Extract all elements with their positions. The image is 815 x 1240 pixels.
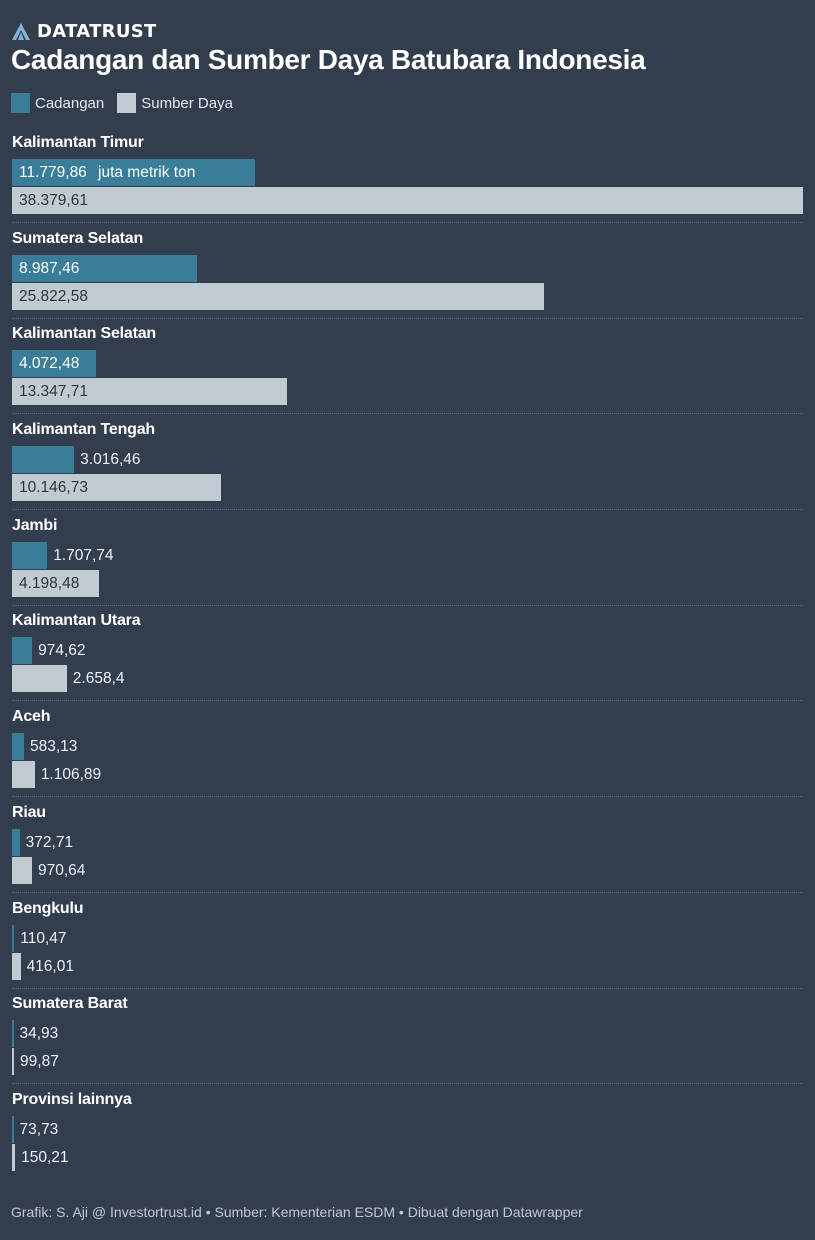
chart-row: Jambi 1.707,74 4.198,48 bbox=[12, 513, 803, 609]
sumber-daya-bar bbox=[12, 474, 222, 502]
cadangan-bar-value: 110,47 bbox=[20, 929, 67, 947]
unit-label: juta metrik ton bbox=[98, 164, 196, 181]
cadangan-bar-value: 3.016,46 bbox=[80, 451, 141, 469]
datatrust-logo-icon bbox=[12, 22, 30, 40]
brand: DATATRUST bbox=[12, 20, 157, 42]
sumber-daya-bar bbox=[12, 761, 35, 789]
sumber-daya-bar-value: 1.106,89 bbox=[40, 766, 102, 784]
sumber-daya-bar-value: 4.198,48 bbox=[19, 574, 80, 592]
cadangan-bar-value: 583,13 bbox=[30, 738, 78, 756]
cadangan-bar bbox=[12, 254, 198, 282]
row-label: Provinsi lainnya bbox=[12, 1090, 132, 1108]
row-divider bbox=[12, 700, 803, 702]
row-divider bbox=[12, 413, 803, 415]
row-label: Kalimantan Selatan bbox=[12, 325, 157, 343]
legend-item-sumber-daya: Sumber Daya bbox=[117, 93, 233, 113]
cadangan-bar-value: 34,93 bbox=[19, 1025, 59, 1043]
sumber-daya-bar-value: 25.822,58 bbox=[19, 287, 88, 305]
chart-row: Riau 372,71 970,64 bbox=[12, 800, 803, 896]
cadangan-bar bbox=[12, 541, 48, 569]
cadangan-bar bbox=[12, 637, 33, 665]
row-label: Kalimantan Tengah bbox=[12, 421, 155, 439]
row-divider bbox=[12, 1083, 803, 1085]
cadangan-bar bbox=[12, 828, 20, 856]
chart-row: Sumatera Barat 34,93 99,87 bbox=[12, 991, 803, 1087]
sumber-daya-bar bbox=[12, 952, 21, 980]
row-label: Sumatera Selatan bbox=[12, 229, 144, 247]
sumber-daya-bar-value: 970,64 bbox=[38, 861, 86, 879]
cadangan-bar bbox=[12, 733, 25, 761]
brand-name: DATATRUST bbox=[37, 20, 157, 42]
row-label: Bengkulu bbox=[12, 899, 84, 917]
row-divider bbox=[12, 222, 803, 223]
legend-swatch-sumber-daya bbox=[117, 93, 137, 113]
sumber-daya-bar bbox=[12, 856, 32, 884]
row-label: Kalimantan Utara bbox=[12, 612, 141, 630]
chart-row: Provinsi lainnya 73,73 150,21 bbox=[12, 1087, 803, 1183]
chart-row: Sumatera Selatan 8.987,46 25.822,58 bbox=[12, 226, 803, 322]
cadangan-bar bbox=[12, 924, 15, 952]
cadangan-bar bbox=[12, 1020, 14, 1048]
row-label: Jambi bbox=[12, 516, 58, 534]
sumber-daya-bar-value: 10.146,73 bbox=[19, 479, 88, 497]
cadangan-bar-value: 372,71 bbox=[25, 833, 74, 851]
row-divider bbox=[12, 796, 803, 798]
row-label: Riau bbox=[12, 803, 46, 821]
row-label: Kalimantan Timur bbox=[12, 134, 144, 151]
chart-row: Bengkulu 110,47 416,01 bbox=[12, 896, 803, 992]
cadangan-bar-value: 974,62 bbox=[38, 642, 86, 660]
sumber-daya-bar-value: 150,21 bbox=[21, 1148, 69, 1166]
row-label: Aceh bbox=[12, 708, 51, 726]
cadangan-bar bbox=[12, 350, 96, 378]
sumber-daya-bar bbox=[12, 569, 99, 597]
chart-row: Kalimantan Timur 11.779,86 juta metrik ton… bbox=[12, 130, 803, 226]
sumber-daya-bar bbox=[12, 1143, 16, 1171]
row-divider bbox=[12, 317, 803, 319]
footer-credits: Grafik: S. Aji @ Investortrust.id • Sumb… bbox=[11, 1204, 583, 1220]
row-divider bbox=[12, 891, 803, 893]
sumber-daya-bar-value: 2.658,4 bbox=[72, 670, 125, 688]
sumber-daya-bar-value: 99,87 bbox=[20, 1053, 59, 1071]
cadangan-bar bbox=[12, 159, 255, 186]
legend-item-cadangan: Cadangan bbox=[11, 93, 104, 113]
chart-row: Kalimantan Utara 974,62 2.658,4 bbox=[12, 608, 803, 704]
cadangan-bar-value: 4.072,48 bbox=[19, 355, 80, 373]
sumber-daya-bar bbox=[12, 665, 67, 693]
sumber-daya-bar bbox=[12, 187, 803, 214]
legend-label: Cadangan bbox=[35, 94, 105, 112]
cadangan-bar-value: 1.707,74 bbox=[53, 546, 114, 564]
legend: Cadangan Sumber Daya bbox=[11, 93, 246, 113]
sumber-daya-bar bbox=[12, 378, 288, 406]
chart-row: Aceh 583,13 1.106,89 bbox=[12, 704, 803, 800]
chart-row: Kalimantan Tengah 3.016,46 10.146,73 bbox=[12, 417, 803, 513]
row-divider bbox=[12, 987, 803, 989]
legend-swatch-cadangan bbox=[11, 93, 30, 113]
row-divider bbox=[12, 509, 803, 511]
cadangan-bar bbox=[12, 1115, 14, 1143]
cadangan-bar bbox=[12, 446, 75, 474]
cadangan-bar-value: 8.987,46 bbox=[19, 259, 80, 277]
row-label: Sumatera Barat bbox=[12, 995, 128, 1013]
legend-label: Sumber Daya bbox=[141, 94, 233, 112]
sumber-daya-bar bbox=[12, 282, 545, 310]
sumber-daya-bar-value: 13.347,71 bbox=[19, 383, 88, 401]
chart-row: Kalimantan Selatan 4.072,48 13.347,71 bbox=[12, 321, 803, 417]
chart-title: Cadangan dan Sumber Daya Batubara Indone… bbox=[11, 44, 646, 75]
sumber-daya-bar-value: 416,01 bbox=[26, 957, 74, 975]
cadangan-bar-value: 11.779,86 bbox=[19, 164, 87, 181]
cadangan-bar-value: 73,73 bbox=[19, 1120, 59, 1138]
sumber-daya-bar-value: 38.379,61 bbox=[19, 192, 88, 209]
bar-chart: Kalimantan Timur 11.779,86 juta metrik ton… bbox=[12, 130, 803, 1183]
sumber-daya-bar bbox=[12, 1048, 15, 1076]
row-divider bbox=[12, 604, 803, 606]
